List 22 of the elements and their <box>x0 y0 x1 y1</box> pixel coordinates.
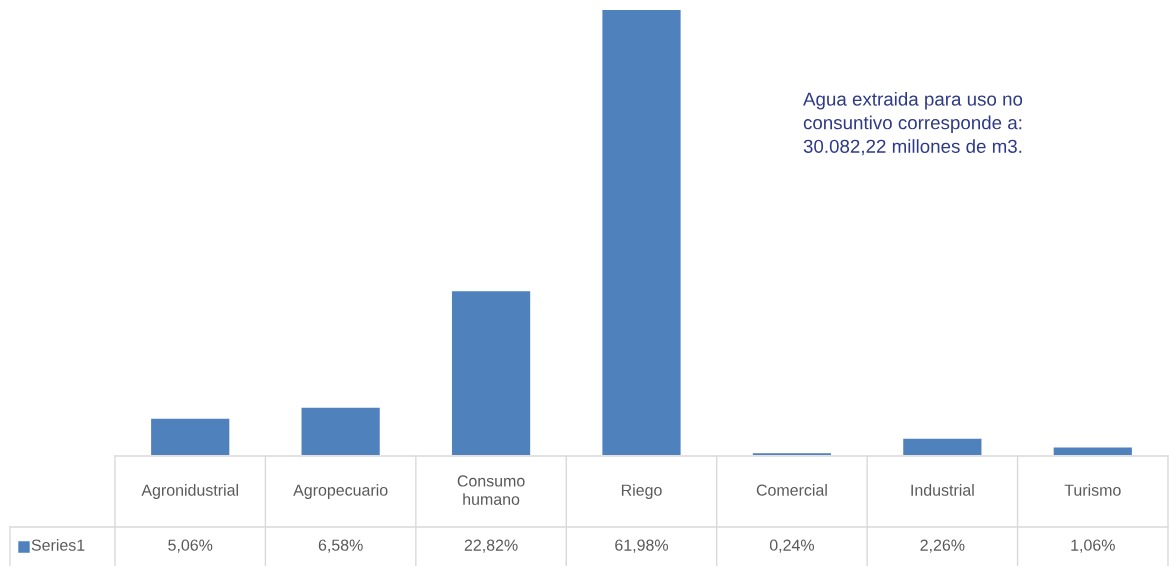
data-label: 5,06% <box>168 539 213 553</box>
data-label: 2,26% <box>920 539 965 553</box>
data-label: 1,06% <box>1071 539 1115 553</box>
bar <box>151 418 230 455</box>
x-tick-label: Industrial <box>911 484 974 496</box>
data-label: 61,98% <box>615 539 669 553</box>
bar <box>301 407 380 455</box>
data-label: 22,82% <box>464 539 518 553</box>
bar <box>1053 447 1132 455</box>
data-label: 6,58% <box>318 539 363 553</box>
bar <box>451 291 531 455</box>
data-label: 0,24% <box>769 539 815 553</box>
annotation: Agua extraida para uso no consuntivo corresponde a: 30.082,22 millones de m3. <box>803 92 1023 156</box>
x-tick-label: Turismo <box>1064 484 1121 496</box>
x-tick-label: Consumo humano <box>457 475 525 505</box>
x-tick-label: Comercial <box>756 484 827 496</box>
bar <box>602 10 681 455</box>
x-tick-label: Agropecuario <box>293 484 388 499</box>
legend-label: Series1 <box>31 539 85 551</box>
x-tick-label: Agronidustrial <box>141 484 238 499</box>
bar <box>903 438 982 455</box>
x-tick-label: Riego <box>621 484 662 499</box>
